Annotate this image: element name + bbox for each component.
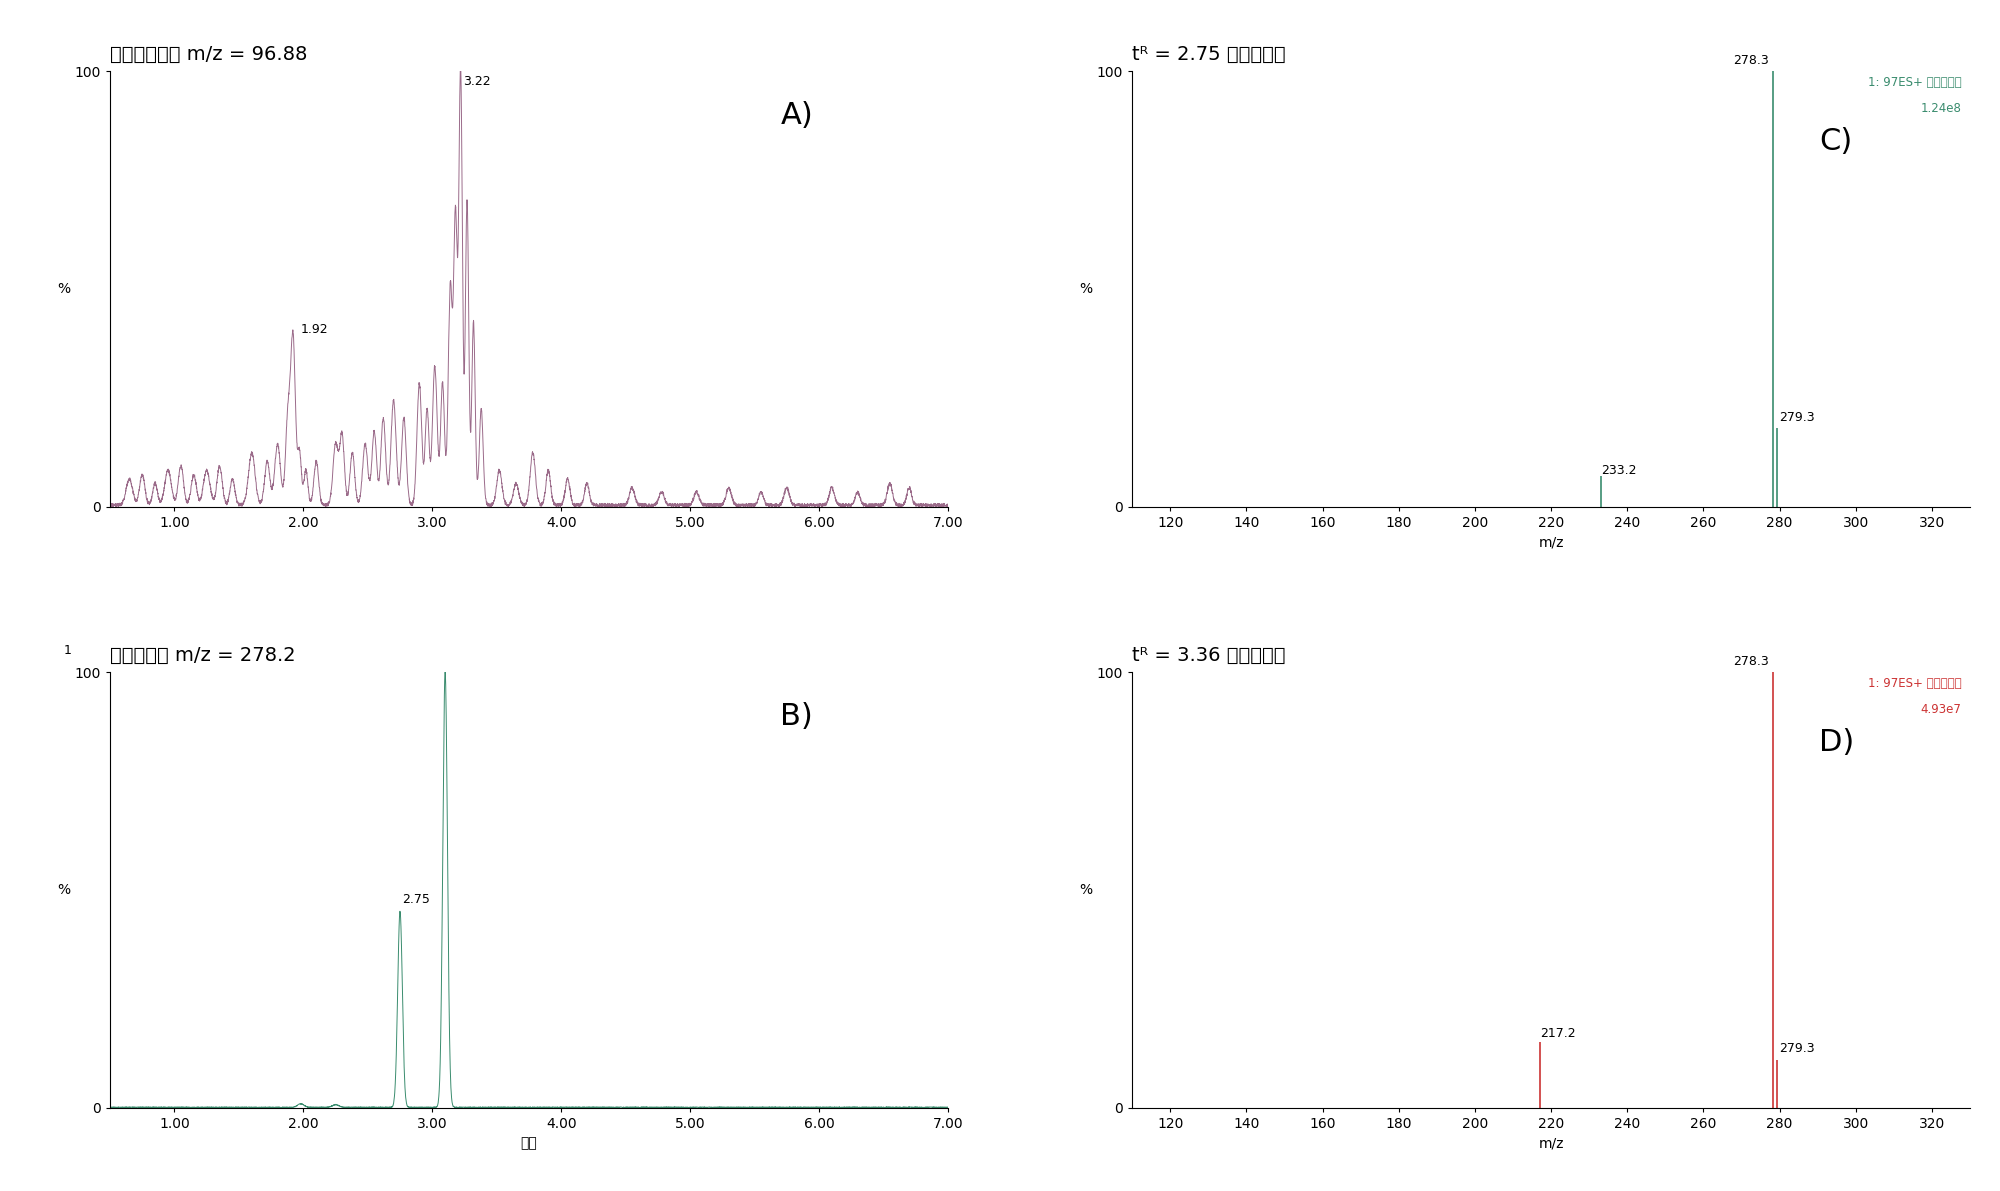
- Y-axis label: %: %: [1080, 282, 1092, 297]
- Text: 279.3: 279.3: [1778, 411, 1814, 424]
- Text: 279.3: 279.3: [1778, 1042, 1814, 1055]
- Text: tᴿ = 3.36 分のピーク: tᴿ = 3.36 分のピーク: [1132, 647, 1286, 665]
- Text: 1: 1: [64, 644, 72, 657]
- Text: 1: 97ES+ の親イオン: 1: 97ES+ の親イオン: [1868, 676, 1962, 690]
- Y-axis label: %: %: [1080, 883, 1092, 897]
- X-axis label: m/z: m/z: [1538, 536, 1564, 549]
- Text: 1.92: 1.92: [300, 323, 328, 336]
- Text: 3.22: 3.22: [464, 75, 490, 87]
- X-axis label: 時間: 時間: [520, 1136, 538, 1151]
- X-axis label: m/z: m/z: [1538, 1136, 1564, 1151]
- Text: プリカーサー m/z = 96.88: プリカーサー m/z = 96.88: [110, 45, 308, 64]
- Text: 1: 97ES+ の親イオン: 1: 97ES+ の親イオン: [1868, 76, 1962, 89]
- Text: A): A): [780, 101, 814, 130]
- Text: tᴿ = 2.75 分のピーク: tᴿ = 2.75 分のピーク: [1132, 45, 1286, 64]
- Y-axis label: %: %: [56, 282, 70, 297]
- Text: 1.24e8: 1.24e8: [1920, 102, 1962, 116]
- Text: 抽出イオン m/z = 278.2: 抽出イオン m/z = 278.2: [110, 647, 296, 665]
- Y-axis label: %: %: [56, 883, 70, 897]
- Text: 217.2: 217.2: [1540, 1027, 1576, 1040]
- Text: C): C): [1820, 126, 1852, 156]
- Text: D): D): [1820, 728, 1854, 756]
- Text: 278.3: 278.3: [1734, 54, 1770, 67]
- Text: 2.75: 2.75: [402, 893, 430, 906]
- Text: 233.2: 233.2: [1602, 464, 1636, 478]
- Text: 278.3: 278.3: [1734, 655, 1770, 668]
- Text: B): B): [780, 701, 814, 730]
- Text: 4.93e7: 4.93e7: [1920, 703, 1962, 716]
